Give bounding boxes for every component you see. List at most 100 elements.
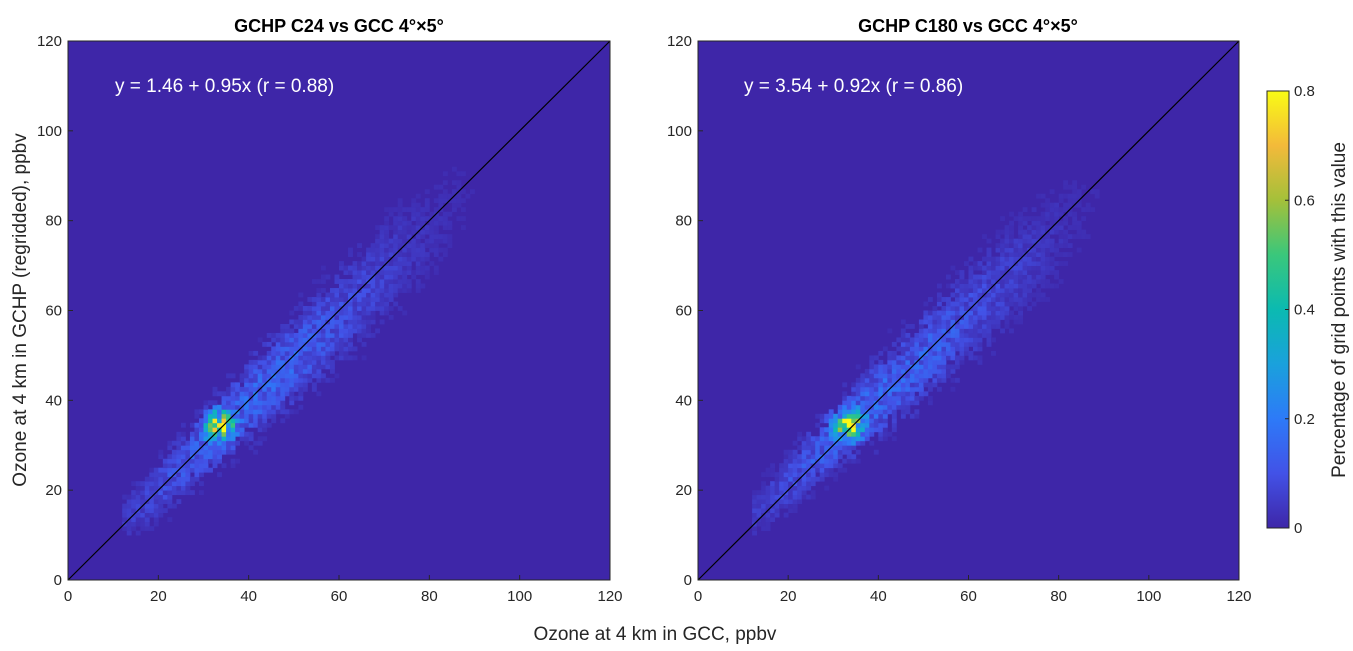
density-cell [343,323,349,329]
density-cell [1031,225,1037,231]
density-cell [819,413,825,419]
density-cell [1054,261,1060,266]
density-cell [927,323,933,329]
density-cell [914,355,920,361]
density-cell [171,481,177,487]
density-cell [1018,319,1023,325]
density-cell [230,458,236,464]
density-cell [244,431,250,437]
density-cell [393,279,399,284]
density-cell [189,440,195,446]
density-cell [244,377,250,383]
density-cell [415,243,421,249]
density-cell [837,463,843,469]
density-cell [982,306,987,311]
density-cell [375,288,381,293]
density-cell [869,409,875,415]
density-cell [302,382,308,388]
density-cell [203,449,209,455]
density-cell [954,359,960,365]
density-cell [846,422,852,428]
density-cell [153,503,159,509]
density-cell [217,445,222,451]
density-cell [851,391,857,397]
density-cell [1009,225,1014,231]
density-cell [779,499,785,505]
density-cell [429,220,435,226]
density-cell [941,323,947,329]
density-cell [932,346,938,352]
density-cell [783,499,789,505]
density-cell [1000,252,1005,257]
density-cell [806,445,812,451]
density-cell [770,490,776,496]
density-cell [424,225,430,231]
density-cell [348,323,353,329]
density-cell [1072,225,1078,231]
density-cell [131,481,137,487]
density-cell [801,458,807,464]
density-cell [954,292,960,298]
density-cell [325,337,331,343]
density-cell [869,377,875,383]
density-cell [415,279,421,284]
density-cell [266,382,272,388]
density-cell [1072,189,1078,195]
density-cell [311,314,317,320]
density-cell [289,337,295,343]
density-cell [950,265,956,271]
density-cell [361,332,367,338]
density-cell [302,323,308,329]
density-cell [923,301,929,307]
density-cell [442,225,448,231]
density-cell [954,355,960,361]
density-cell [1036,252,1042,257]
density-cell [842,467,848,473]
density-cell [765,490,771,496]
density-cell [914,377,920,383]
density-cell [837,422,843,428]
density-cell [1076,193,1082,199]
density-cell [977,279,983,284]
density-cell [923,355,929,361]
density-cell [280,400,286,406]
density-cell [307,306,313,311]
density-cell [149,512,155,518]
density-cell [855,413,861,419]
density-cell [339,279,344,284]
density-cell [411,225,417,231]
density-cell [1031,292,1037,298]
density-cell [293,364,299,370]
density-cell [415,202,421,208]
density-cell [932,306,938,311]
density-cell [905,373,911,379]
density-cell [230,449,236,455]
density-cell [1094,193,1100,199]
density-cell [936,283,942,289]
density-cell [320,359,326,365]
density-cell [239,418,245,424]
density-cell [1027,288,1033,293]
density-cell [406,270,412,275]
regression-equation: y = 3.54 + 0.92x (r = 0.86) [744,76,963,97]
density-cell [1000,216,1005,222]
density-cell [810,440,816,446]
density-cell [451,166,457,172]
density-cell [1018,306,1023,311]
density-cell [420,211,426,217]
density-cell [180,458,186,464]
density-cell [253,413,259,419]
density-cell [194,463,200,469]
density-cell [361,261,367,266]
density-cell [198,431,204,437]
density-cell [393,256,399,262]
density-cell [208,400,213,406]
density-cell [379,252,385,257]
density-cell [339,297,344,302]
density-cell [1000,292,1005,298]
density-cell [420,261,426,266]
density-cell [334,373,340,379]
density-cell [411,252,417,257]
density-cell [442,171,448,177]
density-cell [235,440,241,446]
